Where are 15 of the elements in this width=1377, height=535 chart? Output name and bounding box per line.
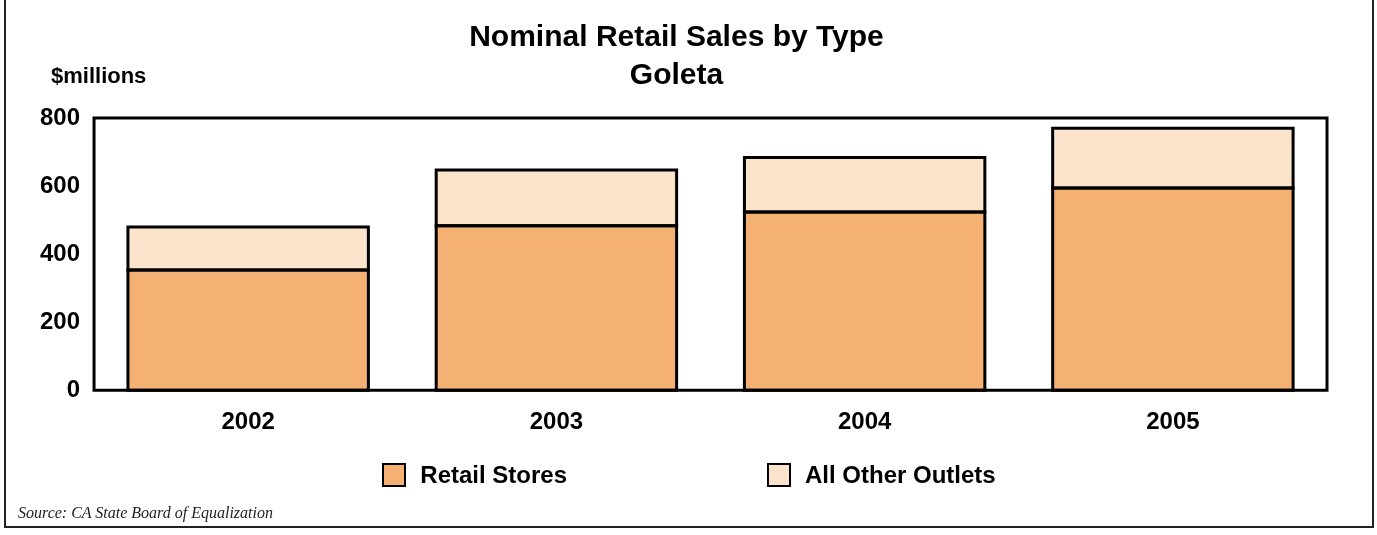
- legend-label: All Other Outlets: [805, 461, 996, 489]
- text: Retail Stores: [420, 461, 568, 489]
- y-axis-title: $millions: [51, 63, 147, 89]
- y-tick-label: 200: [40, 306, 81, 334]
- chart-title: Nominal Retail Sales by Type: [469, 19, 884, 53]
- x-tick-label: 2002: [221, 407, 275, 435]
- y-tick-label: 600: [40, 170, 81, 198]
- y-tick-label: 800: [40, 102, 81, 130]
- chart-subtitle: Goleta: [629, 57, 724, 91]
- y-tick-label: 0: [66, 374, 81, 402]
- x-tick-label: 2003: [529, 407, 584, 435]
- y-tick-label: 400: [40, 238, 81, 266]
- x-tick-label: 2005: [1146, 407, 1200, 435]
- x-tick-label: 2004: [837, 407, 892, 435]
- source-note: Source: CA State Board of Equalization: [18, 504, 273, 522]
